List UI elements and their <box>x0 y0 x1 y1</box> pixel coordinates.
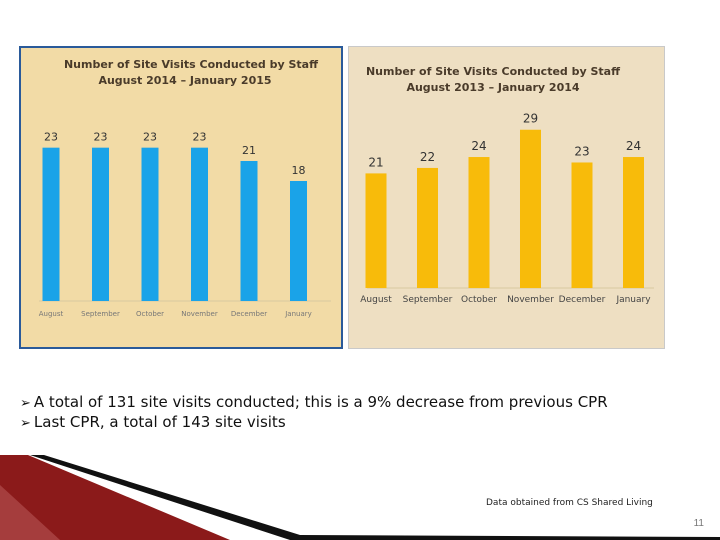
data-label-september: 23 <box>94 131 108 144</box>
data-label-august: 23 <box>44 131 58 144</box>
bar-november <box>191 147 208 301</box>
chart-subtitle: August 2013 – January 2014 <box>406 81 579 94</box>
tick-label-october: October <box>461 295 497 305</box>
bar-january <box>623 157 644 288</box>
chart-title: Number of Site Visits Conducted by Staff <box>366 65 620 78</box>
bullet-text: A total of 131 site visits conducted; th… <box>33 393 608 411</box>
tick-label-december: December <box>231 310 267 318</box>
tick-label-january: January <box>615 295 651 305</box>
data-label-january: 18 <box>292 164 306 177</box>
tick-label-august: August <box>360 295 392 305</box>
footer-highlight-shape <box>0 485 60 540</box>
arrow-bullet-icon: ➢ <box>20 396 31 411</box>
footer-dark-stroke <box>30 455 720 540</box>
data-label-january: 24 <box>626 139 641 153</box>
bar-september <box>92 147 109 301</box>
source-note: Data obtained from CS Shared Living <box>486 498 653 508</box>
site-visits-chart-2014-2015: Number of Site Visits Conducted by Staff… <box>39 58 331 318</box>
page-number: 11 <box>693 518 704 529</box>
tick-label-september: September <box>81 310 120 318</box>
data-label-december: 21 <box>242 144 256 157</box>
footer-decoration <box>0 455 720 540</box>
data-label-november: 29 <box>523 112 538 126</box>
tick-label-january: January <box>284 310 312 318</box>
bullet-item: ➢ A total of 131 site visits conducted; t… <box>20 393 608 413</box>
bar-december <box>571 162 593 288</box>
bar-august <box>42 147 60 301</box>
tick-label-november: November <box>507 295 554 305</box>
tick-label-august: August <box>39 310 64 318</box>
bar-september <box>417 167 438 288</box>
data-label-august: 21 <box>368 155 383 169</box>
tick-label-november: November <box>181 310 218 318</box>
bullet-item: ➢ Last CPR, a total of 143 site visits <box>20 413 608 433</box>
site-visits-chart-2013-2014: Number of Site Visits Conducted by Staff… <box>360 65 654 305</box>
tick-label-december: December <box>559 295 606 305</box>
arrow-bullet-icon: ➢ <box>20 416 31 431</box>
bar-august <box>365 173 387 288</box>
chart-panel-2013-2014: Number of Site Visits Conducted by Staff… <box>348 46 665 349</box>
bar-november <box>520 129 541 288</box>
tick-label-october: October <box>136 310 164 318</box>
bullet-text: Last CPR, a total of 143 site visits <box>33 413 286 431</box>
data-label-november: 23 <box>193 131 207 144</box>
chart-subtitle: August 2014 – January 2015 <box>98 74 271 87</box>
data-label-december: 23 <box>574 144 589 158</box>
bar-december <box>240 161 258 301</box>
chart-panel-2014-2015: Number of Site Visits Conducted by Staff… <box>19 46 343 349</box>
data-label-september: 22 <box>420 150 435 164</box>
bar-january <box>290 181 307 301</box>
footer-accent-shape <box>0 455 230 540</box>
summary-bullets: ➢ A total of 131 site visits conducted; t… <box>20 393 608 433</box>
data-label-october: 24 <box>471 139 486 153</box>
chart-title: Number of Site Visits Conducted by Staff <box>64 58 318 71</box>
bar-october <box>468 157 490 288</box>
data-label-october: 23 <box>143 131 157 144</box>
tick-label-september: September <box>403 295 453 305</box>
bar-october <box>141 147 159 301</box>
